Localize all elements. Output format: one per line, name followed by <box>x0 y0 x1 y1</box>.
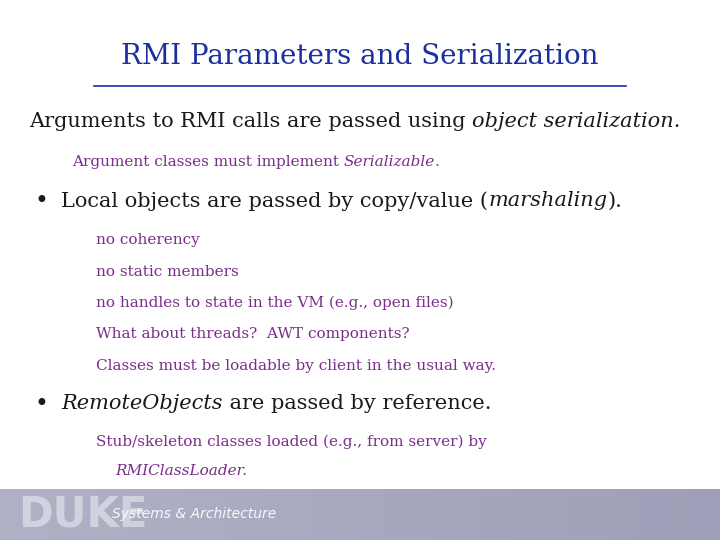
Text: no handles to state in the VM (e.g., open files): no handles to state in the VM (e.g., ope… <box>96 296 454 310</box>
Bar <box>240 489 252 540</box>
Bar <box>564 489 576 540</box>
Text: Arguments to RMI calls are passed using: Arguments to RMI calls are passed using <box>29 112 472 131</box>
Bar <box>408 489 420 540</box>
Text: object serialization.: object serialization. <box>472 112 680 131</box>
Bar <box>132 489 144 540</box>
Bar <box>168 489 180 540</box>
Text: .: . <box>435 155 440 169</box>
Bar <box>96 489 108 540</box>
Text: •: • <box>35 392 48 416</box>
Bar <box>432 489 444 540</box>
Text: Systems & Architecture: Systems & Architecture <box>112 508 276 521</box>
Bar <box>216 489 228 540</box>
Bar <box>264 489 276 540</box>
Bar <box>528 489 540 540</box>
Text: •: • <box>35 189 48 213</box>
Bar <box>480 489 492 540</box>
Bar <box>444 489 456 540</box>
Bar <box>84 489 96 540</box>
Bar <box>252 489 264 540</box>
Bar <box>72 489 84 540</box>
Bar <box>384 489 396 540</box>
Bar <box>396 489 408 540</box>
Bar <box>300 489 312 540</box>
Bar <box>468 489 480 540</box>
Text: no coherency: no coherency <box>96 233 199 247</box>
Bar <box>324 489 336 540</box>
Bar <box>588 489 600 540</box>
Text: Classes must be loadable by client in the usual way.: Classes must be loadable by client in th… <box>96 359 496 373</box>
Bar <box>600 489 612 540</box>
Bar <box>204 489 216 540</box>
Bar <box>636 489 648 540</box>
Bar <box>0 489 12 540</box>
Bar <box>516 489 528 540</box>
Text: RMI Parameters and Serialization: RMI Parameters and Serialization <box>121 43 599 70</box>
Text: Stub/skeleton classes loaded (e.g., from server) by: Stub/skeleton classes loaded (e.g., from… <box>96 435 487 449</box>
Bar <box>684 489 696 540</box>
Bar <box>552 489 564 540</box>
Bar <box>312 489 324 540</box>
Text: DUKE: DUKE <box>18 494 148 535</box>
Bar <box>360 489 372 540</box>
Bar <box>612 489 624 540</box>
Text: are passed by reference.: are passed by reference. <box>222 394 491 414</box>
Text: RMIClassLoader.: RMIClassLoader. <box>115 464 248 478</box>
Bar <box>108 489 120 540</box>
Text: What about threads?  AWT components?: What about threads? AWT components? <box>96 327 410 341</box>
Bar <box>24 489 36 540</box>
Bar <box>504 489 516 540</box>
Bar <box>144 489 156 540</box>
Text: ).: ). <box>608 191 622 211</box>
Text: marshaling: marshaling <box>488 191 608 211</box>
Bar <box>192 489 204 540</box>
Bar <box>648 489 660 540</box>
Bar <box>576 489 588 540</box>
Bar <box>540 489 552 540</box>
Text: RemoteObjects: RemoteObjects <box>61 394 222 414</box>
Bar <box>228 489 240 540</box>
Bar <box>372 489 384 540</box>
Bar <box>696 489 708 540</box>
Bar <box>12 489 24 540</box>
Text: Argument classes must implement: Argument classes must implement <box>72 155 344 169</box>
Bar <box>420 489 432 540</box>
Bar <box>348 489 360 540</box>
Bar <box>672 489 684 540</box>
Bar <box>708 489 720 540</box>
Bar <box>0 489 720 540</box>
Bar <box>120 489 132 540</box>
Bar <box>276 489 288 540</box>
Text: Serializable: Serializable <box>344 155 435 169</box>
Bar <box>36 489 48 540</box>
Bar <box>624 489 636 540</box>
Bar <box>288 489 300 540</box>
Text: Local objects are passed by copy/value (: Local objects are passed by copy/value ( <box>61 191 488 211</box>
Text: no static members: no static members <box>96 265 238 279</box>
Bar <box>336 489 348 540</box>
Bar <box>156 489 168 540</box>
Bar <box>60 489 72 540</box>
Bar <box>180 489 192 540</box>
Bar <box>660 489 672 540</box>
Bar <box>492 489 504 540</box>
Bar <box>456 489 468 540</box>
Bar <box>48 489 60 540</box>
